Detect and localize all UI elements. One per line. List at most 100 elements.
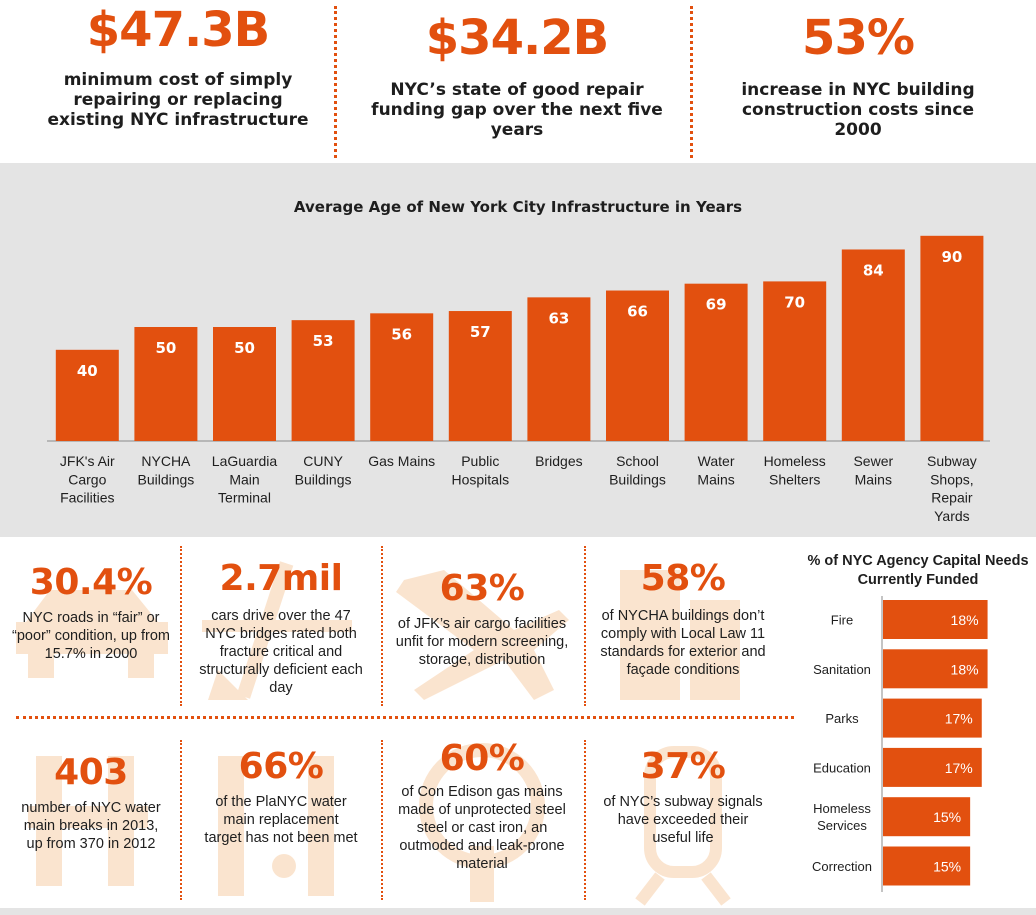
fact-water-main-breaks: 403 number of NYC water main breaks in 2… (8, 736, 174, 906)
bar (448, 311, 512, 441)
top-stats-row: $47.3B minimum cost of simply repairing … (0, 0, 1036, 163)
category-label-line: Yards (934, 508, 970, 524)
category-label-line: Buildings (137, 471, 194, 487)
stat-text: increase in NYC building construction co… (741, 80, 975, 140)
stat-construction-costs: 53% increase in NYC building constructio… (700, 0, 1016, 163)
category-label-line: Hospitals (452, 471, 510, 487)
bar-value-label: 15% (933, 859, 961, 875)
stat-value: $34.2B (425, 10, 609, 66)
fact-gas-mains: 60% of Con Edison gas mains made of unpr… (384, 736, 580, 906)
category-label: Fire (831, 613, 853, 628)
category-label: Water Mains (697, 453, 734, 487)
bar-value-label: 90 (941, 248, 962, 266)
category-label: CUNY Buildings (295, 453, 352, 487)
bar (841, 249, 905, 441)
faucet-icon (218, 756, 334, 896)
category-label-line: Fire (831, 613, 853, 628)
bar (883, 747, 982, 787)
category-label: Homeless Shelters (764, 453, 826, 487)
category-label-line: Shelters (769, 471, 820, 487)
fact-text: of the PlaNYC water main replacement tar… (204, 794, 358, 846)
category-label-line: Gas Mains (368, 453, 435, 469)
train-icon (635, 746, 731, 906)
airplane-icon (396, 570, 569, 700)
category-label-line: School (616, 453, 659, 469)
divider (381, 546, 383, 706)
bar-value-label: 70 (784, 293, 805, 311)
bar (291, 320, 355, 441)
category-label: School Buildings (609, 453, 666, 487)
fact-value: 30.4% (29, 562, 153, 603)
bar (134, 327, 198, 441)
category-label: LaGuardia Main Terminal (212, 453, 278, 506)
gas-valve-icon (419, 743, 545, 902)
category-label-line: Terminal (218, 490, 271, 506)
divider (584, 546, 586, 706)
bar (883, 600, 988, 639)
bar-value-label: 84 (863, 261, 884, 279)
divider (334, 6, 337, 158)
funded-chart-title: % of NYC Agency Capital Needs Currently … (807, 553, 1029, 588)
category-label: Public Hospitals (452, 453, 510, 487)
bar (684, 283, 748, 441)
category-label-line: Services (817, 818, 867, 833)
category-label: Homeless Services (813, 801, 871, 833)
fact-value: 403 (54, 752, 128, 793)
funded-bar-chart: 18% Fire 18% Sanitation 17% Parks 17% Education… (812, 596, 988, 892)
category-label-line: Mains (855, 471, 892, 487)
age-bar-chart: 40 JFK's Air Cargo Facilities 50 NYCHA Buildin… (47, 235, 990, 524)
bar-value-label: 15% (933, 809, 961, 825)
bar-value-label: 40 (77, 362, 98, 380)
divider (180, 740, 182, 900)
category-label: Sanitation (813, 662, 871, 677)
fact-value: 37% (640, 746, 726, 787)
category-label-line: Water (698, 453, 735, 469)
bar (883, 649, 988, 689)
fact-text: of Con Edison gas mains made of unprotec… (398, 784, 566, 872)
category-label: Parks (825, 711, 859, 726)
bar-value-label: 18% (951, 661, 979, 677)
category-label-line: Buildings (295, 471, 352, 487)
category-label-line: Subway (927, 453, 977, 469)
fact-jfk-cargo: 63% of JFK’s air cargo facilities unfit … (384, 550, 580, 710)
divider (690, 6, 693, 158)
age-chart-title: Average Age of New York City Infrastruct… (293, 198, 743, 216)
divider (381, 740, 383, 900)
bottom-strip (0, 908, 1036, 915)
fact-text: number of NYC water main breaks in 2013,… (21, 800, 161, 852)
bar (883, 846, 971, 886)
car-icon (16, 590, 168, 678)
fact-planyc: 66% of the PlaNYC water main replacement… (188, 736, 374, 906)
category-label-line: CUNY (303, 453, 343, 469)
divider (180, 546, 182, 706)
category-label-line: Facilities (60, 490, 114, 506)
category-label: Subway Shops, Repair Yards (927, 453, 977, 524)
bar (55, 349, 119, 441)
bar (883, 797, 971, 837)
category-label-line: Homeless (813, 801, 871, 816)
category-label-line: Bridges (535, 453, 582, 469)
bar-value-label: 69 (706, 296, 727, 314)
stat-cost: $47.3B minimum cost of simply repairing … (20, 0, 336, 163)
bar-value-label: 17% (945, 711, 973, 727)
category-label-line: Buildings (609, 471, 666, 487)
category-label: Bridges (535, 453, 582, 469)
category-label-line: Public (461, 453, 499, 469)
category-label-line: Homeless (764, 453, 826, 469)
category-label: Education (813, 760, 871, 775)
fact-value: 66% (238, 746, 324, 787)
category-label: Sewer Mains (853, 453, 893, 487)
fact-value: 60% (439, 738, 525, 779)
bar (370, 313, 434, 441)
bar-value-label: 50 (234, 339, 255, 357)
stat-text: minimum cost of simply repairing or repl… (47, 70, 309, 130)
fact-value: 58% (640, 558, 726, 599)
fact-subway-signals: 37% of NYC’s subway signals have exceede… (590, 736, 776, 906)
bar-value-label: 18% (951, 612, 979, 628)
bar (763, 281, 827, 441)
bar-value-label: 56 (391, 325, 412, 343)
road-icon (202, 561, 352, 700)
fact-bridges: 2.7mil cars drive over the 47 NYC bridge… (188, 550, 374, 710)
bar-value-label: 50 (155, 339, 176, 357)
bar-value-label: 63 (548, 309, 569, 327)
